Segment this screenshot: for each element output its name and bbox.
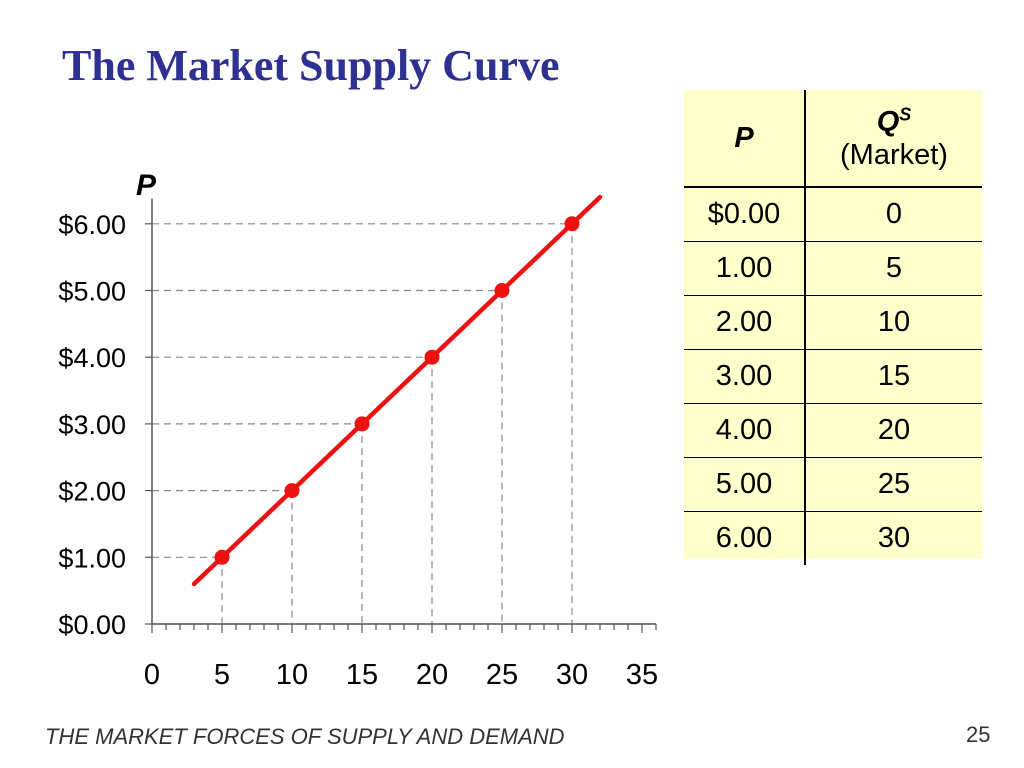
table-cell-quantity: 5: [805, 241, 982, 296]
table-cell-quantity: 30: [805, 511, 982, 565]
y-tick-label: $0.00: [58, 610, 126, 640]
x-tick-label: 10: [276, 659, 308, 691]
table-cell-price: 6.00: [684, 511, 806, 565]
x-tick-label: 15: [346, 659, 378, 691]
data-point: [424, 349, 440, 365]
data-point: [284, 483, 300, 499]
table-row: 6.00 30: [684, 511, 982, 565]
data-point: [214, 549, 230, 565]
table-cell-quantity: 10: [805, 295, 982, 350]
x-tick-label: 0: [144, 659, 160, 691]
table-cell-price: 5.00: [684, 457, 806, 512]
x-tick-label: 35: [626, 659, 658, 691]
supply-schedule-table: P QS (Market) $0.00 0 1.00 5 2.00 10: [684, 90, 982, 565]
table-cell-quantity: 20: [805, 403, 982, 458]
y-tick-label: $4.00: [58, 343, 126, 373]
quantity-header-sup: S: [899, 104, 912, 125]
y-tick-label: $2.00: [58, 477, 126, 507]
table-cell-price: 3.00: [684, 349, 806, 404]
table-cell-quantity: 15: [805, 349, 982, 404]
y-tick-label: $1.00: [58, 543, 126, 573]
y-tick-label: $6.00: [58, 210, 126, 240]
x-tick-label: 30: [556, 659, 588, 691]
quantity-header-sub: (Market): [840, 138, 948, 171]
x-tick-label: 20: [416, 659, 448, 691]
table-cell-price: 2.00: [684, 295, 806, 350]
data-point: [564, 216, 580, 232]
y-tick-label: $5.00: [58, 277, 126, 307]
footer-text: THE MARKET FORCES OF SUPPLY AND DEMAND: [45, 724, 565, 749]
quantity-header-label: QS: [876, 104, 912, 138]
x-tick-label: 25: [486, 659, 518, 691]
page-number: 25: [966, 722, 991, 747]
table-cell-quantity: 0: [885, 198, 903, 230]
quantity-header-q: Q: [876, 105, 900, 138]
table-cell-quantity: 25: [805, 457, 982, 512]
table-cell-price: 1.00: [684, 241, 806, 296]
supply-chart: 0 5 10 15 20 25 30 35 $0.00 $1.00 $2.00 $3.00 $4.00 $…: [58, 169, 658, 691]
table-row: $0.00 0: [684, 187, 982, 242]
table-row: 4.00 20: [684, 403, 982, 458]
page-title: The Market Supply Curve: [62, 41, 560, 90]
x-tick-label: 5: [214, 659, 230, 691]
table-row: 1.00 5: [684, 241, 982, 296]
data-point: [354, 416, 370, 432]
supply-curve-line: [191, 194, 603, 587]
table-cell-price: $0.00: [684, 187, 806, 242]
table-header-quantity: QS (Market): [805, 90, 982, 188]
table-row: 2.00 10: [684, 295, 982, 350]
y-tick-label: $3.00: [58, 410, 126, 440]
table-row: 5.00 25: [684, 457, 982, 512]
y-axis-label: P: [136, 169, 157, 202]
table-cell-price: 4.00: [684, 403, 806, 458]
table-header-price: P: [684, 90, 806, 188]
table-row: 3.00 15: [684, 349, 982, 404]
data-point: [494, 283, 510, 298]
price-header-label: P: [734, 121, 754, 154]
